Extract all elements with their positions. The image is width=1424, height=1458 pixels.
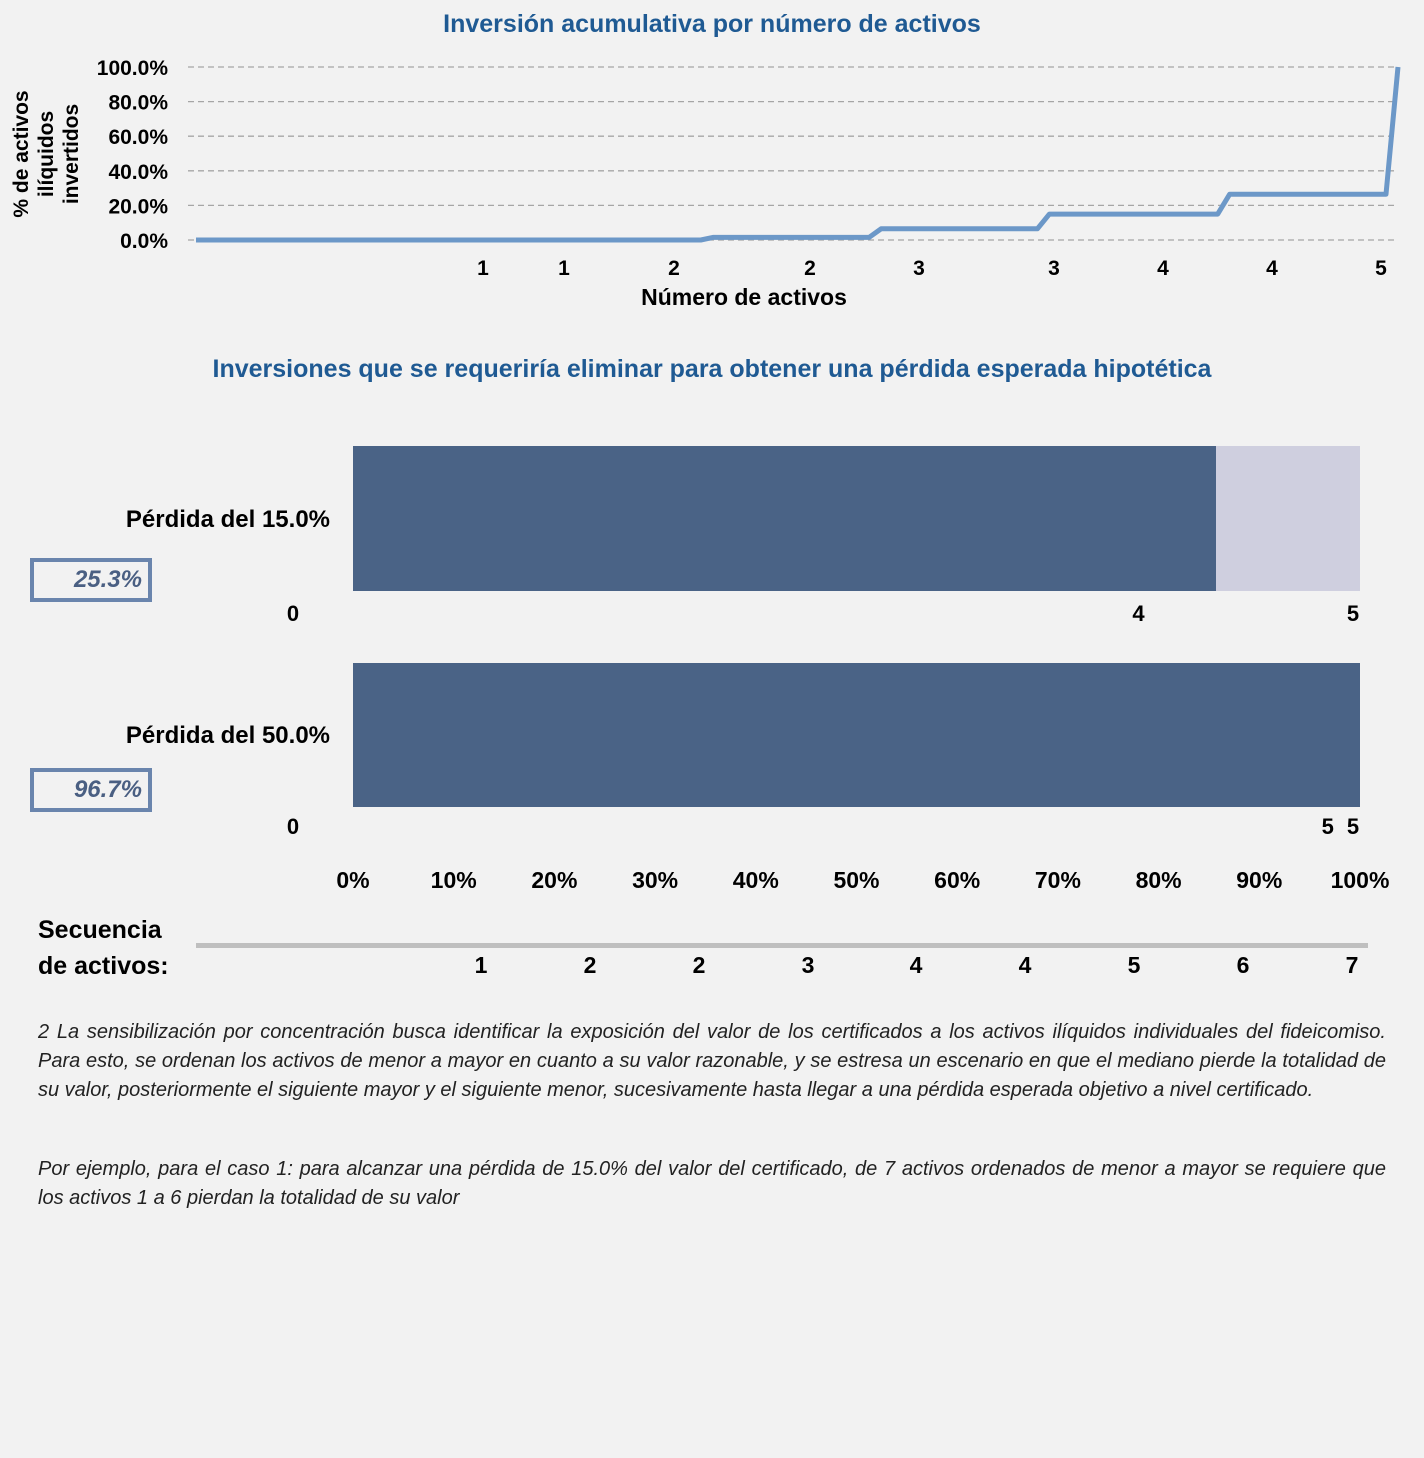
bar-end-label: 5 <box>1347 814 1359 839</box>
line-chart-title: Inversión acumulativa por número de acti… <box>443 10 981 38</box>
sequence-title: Secuencia de activos: <box>38 912 169 984</box>
loss-stacked-bar-chart: 0 4 50 5 50% 10% 20% 30% 40% 50% 60% 70% 80% 90% 100% <box>287 446 1390 893</box>
x-tick-label: 2 <box>668 257 680 280</box>
x-tick-label: 3 <box>1048 257 1060 280</box>
sequence-values: 1 2 2 3 4 4 5 6 7 <box>475 952 1359 978</box>
sequence-value: 4 <box>910 952 923 978</box>
sequence-title-line2: de activos: <box>38 952 169 980</box>
x-tick-label: 70% <box>1035 867 1081 893</box>
footnote-paragraph-1: 2 La sensibilización por concentración b… <box>38 1021 1386 1101</box>
bar-start-label: 0 <box>287 814 299 839</box>
sequence-title-line1: Secuencia <box>38 916 162 944</box>
x-tick-label: 1 <box>558 257 570 280</box>
x-tick-label: 4 <box>1266 257 1278 280</box>
bar-chart-title: Inversiones que se requeriría eliminar p… <box>212 355 1212 383</box>
bar-end-label: 5 <box>1322 814 1334 839</box>
y-tick-label: 20.0% <box>108 195 168 218</box>
sequence-value: 1 <box>475 952 488 978</box>
x-axis-label: Número de activos <box>641 284 847 310</box>
x-tick-label: 3 <box>913 257 925 280</box>
bar-segment <box>353 663 1360 807</box>
sequence-value: 7 <box>1346 952 1359 978</box>
bar-end-label: 4 <box>1132 601 1145 626</box>
x-tick-label: 10% <box>431 867 477 893</box>
y-tick-label: 40.0% <box>108 161 168 184</box>
sequence-value: 4 <box>1019 952 1032 978</box>
x-tick-label: 100% <box>1331 867 1390 893</box>
sequence-value: 6 <box>1237 952 1250 978</box>
y-tick-label: 60.0% <box>108 126 168 149</box>
cumulative-investment-line <box>196 66 1401 243</box>
bar-segment <box>1215 446 1360 591</box>
x-tick-label: 2 <box>804 257 816 280</box>
y-tick-label: 80.0% <box>108 92 168 115</box>
y-tick-label: 0.0% <box>120 230 168 253</box>
loss-15-label: Pérdida del 15.0% <box>125 506 330 533</box>
sequence-divider <box>196 943 1368 948</box>
y-axis-label: % de activosilíquidosinvertidos <box>10 90 83 217</box>
x-tick-label: 50% <box>833 867 879 893</box>
cumulative-investment-line-chart: 0.0% 20.0% 40.0% 60.0% 80.0% 100.0% 1 1 2 2 3 3 4 4 5 N… <box>10 57 1401 310</box>
sequence-value: 2 <box>584 952 597 978</box>
loss-15-percent-box: 25.3% <box>30 558 152 602</box>
x-tick-label: 1 <box>477 257 489 280</box>
sequence-value: 3 <box>802 952 815 978</box>
sequence-value: 2 <box>693 952 706 978</box>
bar-start-label: 0 <box>287 601 299 626</box>
x-tick-label: 4 <box>1157 257 1169 280</box>
x-tick-label: 90% <box>1236 867 1282 893</box>
sequence-value: 5 <box>1128 952 1141 978</box>
x-tick-label: 30% <box>632 867 678 893</box>
x-tick-label: 80% <box>1136 867 1182 893</box>
y-tick-label: 100.0% <box>97 57 169 80</box>
x-tick-label: 40% <box>733 867 779 893</box>
loss-50-percent-box: 96.7% <box>30 768 152 812</box>
bar-segment <box>353 446 1216 591</box>
x-tick-label: 0% <box>336 867 369 893</box>
x-tick-label: 5 <box>1375 257 1387 280</box>
x-tick-label: 20% <box>531 867 577 893</box>
x-tick-label: 60% <box>934 867 980 893</box>
footnote-paragraph-2: Por ejemplo, para el caso 1: para alcanz… <box>38 1158 1386 1209</box>
bar-end-label: 5 <box>1347 601 1359 626</box>
loss-50-label: Pérdida del 50.0% <box>125 722 330 749</box>
